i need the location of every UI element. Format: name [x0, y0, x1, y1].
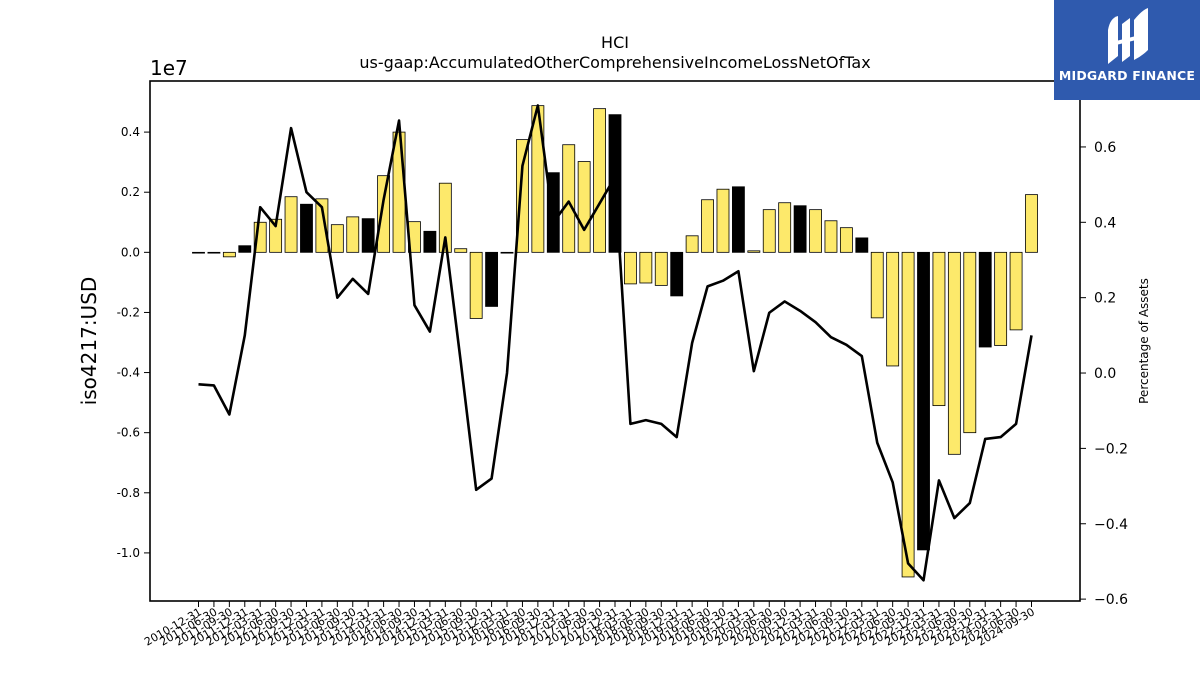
y2-tick-label: −0.4 [1094, 517, 1128, 533]
bar-2014-03-31 [377, 175, 391, 253]
bar-2023-06-30 [947, 251, 961, 455]
bar-2015-12-31 [485, 251, 499, 307]
bar-2020-06-30 [762, 209, 776, 253]
y-tick-label: 0.0 [121, 245, 140, 259]
midgard-finance-logo: MIDGARD FINANCE [1054, 0, 1200, 100]
bar-2020-09-30 [778, 202, 792, 253]
bar-2022-06-30 [886, 251, 900, 367]
line-layer [198, 104, 1033, 582]
bar-2011-09-30 [222, 251, 236, 258]
bar-2012-12-31 [300, 203, 313, 253]
bar-2021-12-31 [855, 237, 869, 253]
y2-tick-label: 0.6 [1094, 140, 1116, 156]
bar-2022-03-31 [870, 251, 884, 319]
bar-2015-03-31 [438, 182, 452, 253]
bar-2019-09-30 [716, 188, 730, 253]
bar-2012-09-30 [284, 196, 298, 253]
y-tick-label: -0.6 [117, 426, 140, 440]
bar-2020-03-31 [747, 250, 761, 253]
bar-2010-12-31 [192, 251, 205, 254]
y2-axis-label: Percentage of Assets [1137, 278, 1151, 404]
y-tick-label: -0.8 [117, 486, 140, 500]
bar-2016-03-31 [500, 251, 514, 254]
bar-2018-03-31 [624, 251, 637, 285]
bar-2023-03-31 [932, 251, 946, 407]
y2-tick-label: 0.0 [1094, 366, 1116, 382]
y2-tick-label: 0.4 [1094, 215, 1116, 231]
chart-subtitle: us-gaap:AccumulatedOtherComprehensiveInc… [359, 53, 870, 72]
bar-2013-03-31 [315, 198, 329, 253]
percentage-of-assets-line [198, 104, 1033, 582]
bar-2017-06-30 [577, 161, 591, 253]
bar-2024-06-30 [1009, 251, 1023, 331]
bar-2021-09-30 [839, 227, 853, 253]
y-tick-label: 0.4 [121, 125, 140, 139]
bar-2018-09-30 [654, 251, 668, 286]
bar-2024-09-30 [1025, 194, 1038, 253]
y-tick-label: -1.0 [117, 546, 140, 560]
bar-2018-06-30 [639, 251, 653, 284]
y-multiplier-label: 1e7 [150, 56, 188, 80]
bar-2013-12-31 [361, 218, 375, 253]
y-tick-label: 0.2 [121, 185, 140, 199]
bar-2019-12-31 [731, 186, 745, 253]
bar-2023-12-31 [978, 251, 992, 348]
y2-tick-label: 0.2 [1094, 291, 1116, 307]
bar-2013-09-30 [346, 216, 360, 253]
logo-text: MIDGARD FINANCE [1058, 68, 1196, 83]
bar-2014-06-30 [392, 131, 406, 253]
bar-2019-03-31 [685, 235, 699, 253]
midgard-logo-icon [1108, 8, 1148, 64]
y-tick-label: -0.4 [117, 366, 140, 380]
bar-2016-06-30 [516, 139, 529, 253]
y2-tick-label: −0.6 [1094, 592, 1128, 608]
y-axis-label: iso4217:USD [77, 277, 101, 406]
bar-2011-06-30 [207, 251, 221, 254]
bar-2022-09-30 [901, 251, 915, 578]
bar-2017-09-30 [593, 108, 606, 253]
bar-2014-12-31 [423, 230, 437, 253]
chart-title: HCI [601, 33, 629, 52]
bar-2022-12-31 [917, 251, 930, 551]
bar-2013-06-30 [330, 224, 344, 253]
y-tick-label: -0.2 [117, 305, 140, 319]
bar-2018-12-31 [670, 251, 684, 297]
y2-tick-label: −0.2 [1094, 441, 1128, 457]
y-axis-ticks: -1.0 -0.8 -0.6 -0.4 -0.2 0.0 0.2 0.4 [117, 125, 150, 560]
bar-2015-06-30 [454, 248, 468, 253]
bar-2019-06-30 [701, 199, 714, 253]
bar-2017-03-31 [562, 144, 576, 253]
bar-2023-09-30 [963, 251, 977, 434]
bar-2011-12-31 [238, 245, 252, 253]
y2-axis-ticks: −0.6 −0.4 −0.2 0.0 0.2 0.4 0.6 [1080, 140, 1128, 608]
bar-2024-03-31 [994, 251, 1008, 346]
bar-2020-12-31 [793, 205, 807, 253]
bar-2015-09-30 [469, 251, 483, 319]
x-axis-ticks: 2010-12-312011-06-302011-09-302011-12-31… [142, 601, 1037, 649]
bar-2021-03-31 [809, 209, 822, 253]
bar-2021-06-30 [824, 220, 838, 253]
